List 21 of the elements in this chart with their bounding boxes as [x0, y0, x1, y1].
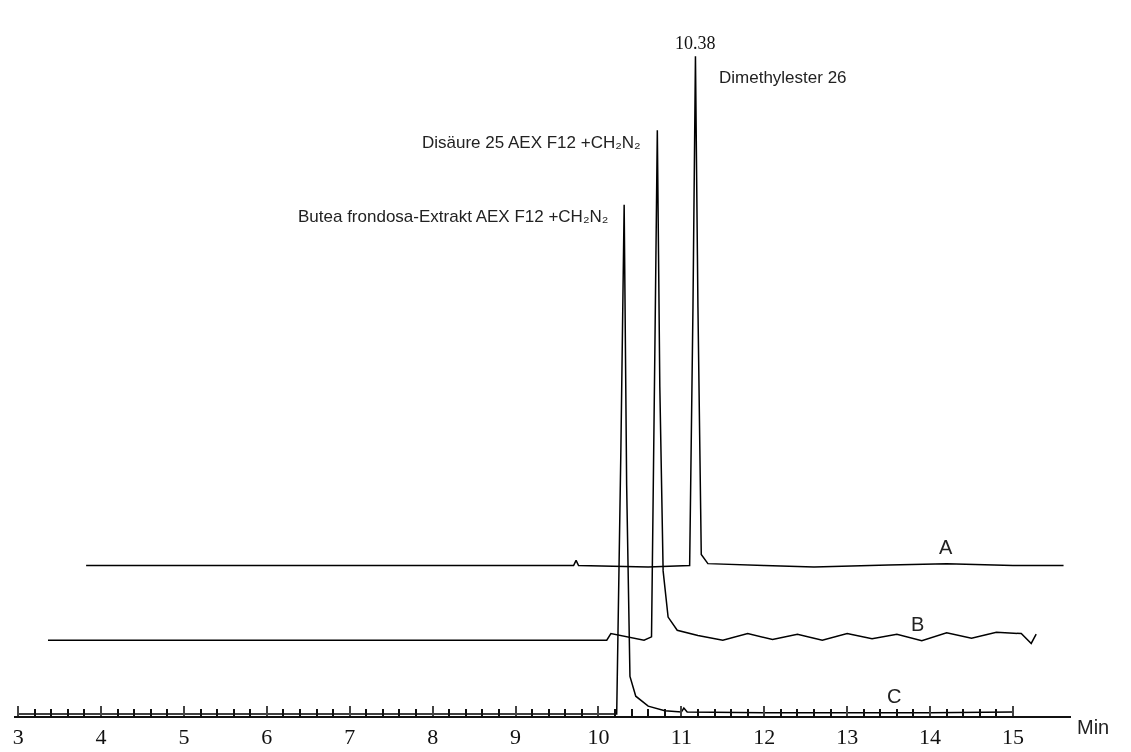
x-tick-label: 7 [344, 724, 356, 750]
series-label: A [939, 536, 953, 558]
series-label: C [887, 685, 902, 707]
x-tick-label: 8 [427, 724, 439, 750]
x-tick-label: 4 [95, 724, 107, 750]
annotation: Disäure 25 AEX F12 +CH₂N₂ [422, 133, 641, 152]
x-tick-label: 3 [12, 724, 24, 750]
annotation: 10.38 [675, 33, 716, 53]
x-tick-label: 13 [836, 724, 859, 750]
x-tick-label: 5 [178, 724, 190, 750]
x-tick-label: 15 [1001, 724, 1024, 750]
annotation: Butea frondosa-Extrakt AEX F12 +CH₂N₂ [298, 207, 609, 226]
x-tick-label: 12 [753, 724, 776, 750]
x-tick-label: 14 [919, 724, 942, 750]
x-tick-label: 11 [670, 724, 692, 750]
x-tick-label: 10 [587, 724, 610, 750]
annotation: Dimethylester 26 [719, 68, 847, 87]
x-axis-title: Min [1077, 716, 1110, 738]
series-label: B [911, 613, 925, 635]
x-tick-label: 9 [510, 724, 522, 750]
x-tick-label: 6 [261, 724, 273, 750]
